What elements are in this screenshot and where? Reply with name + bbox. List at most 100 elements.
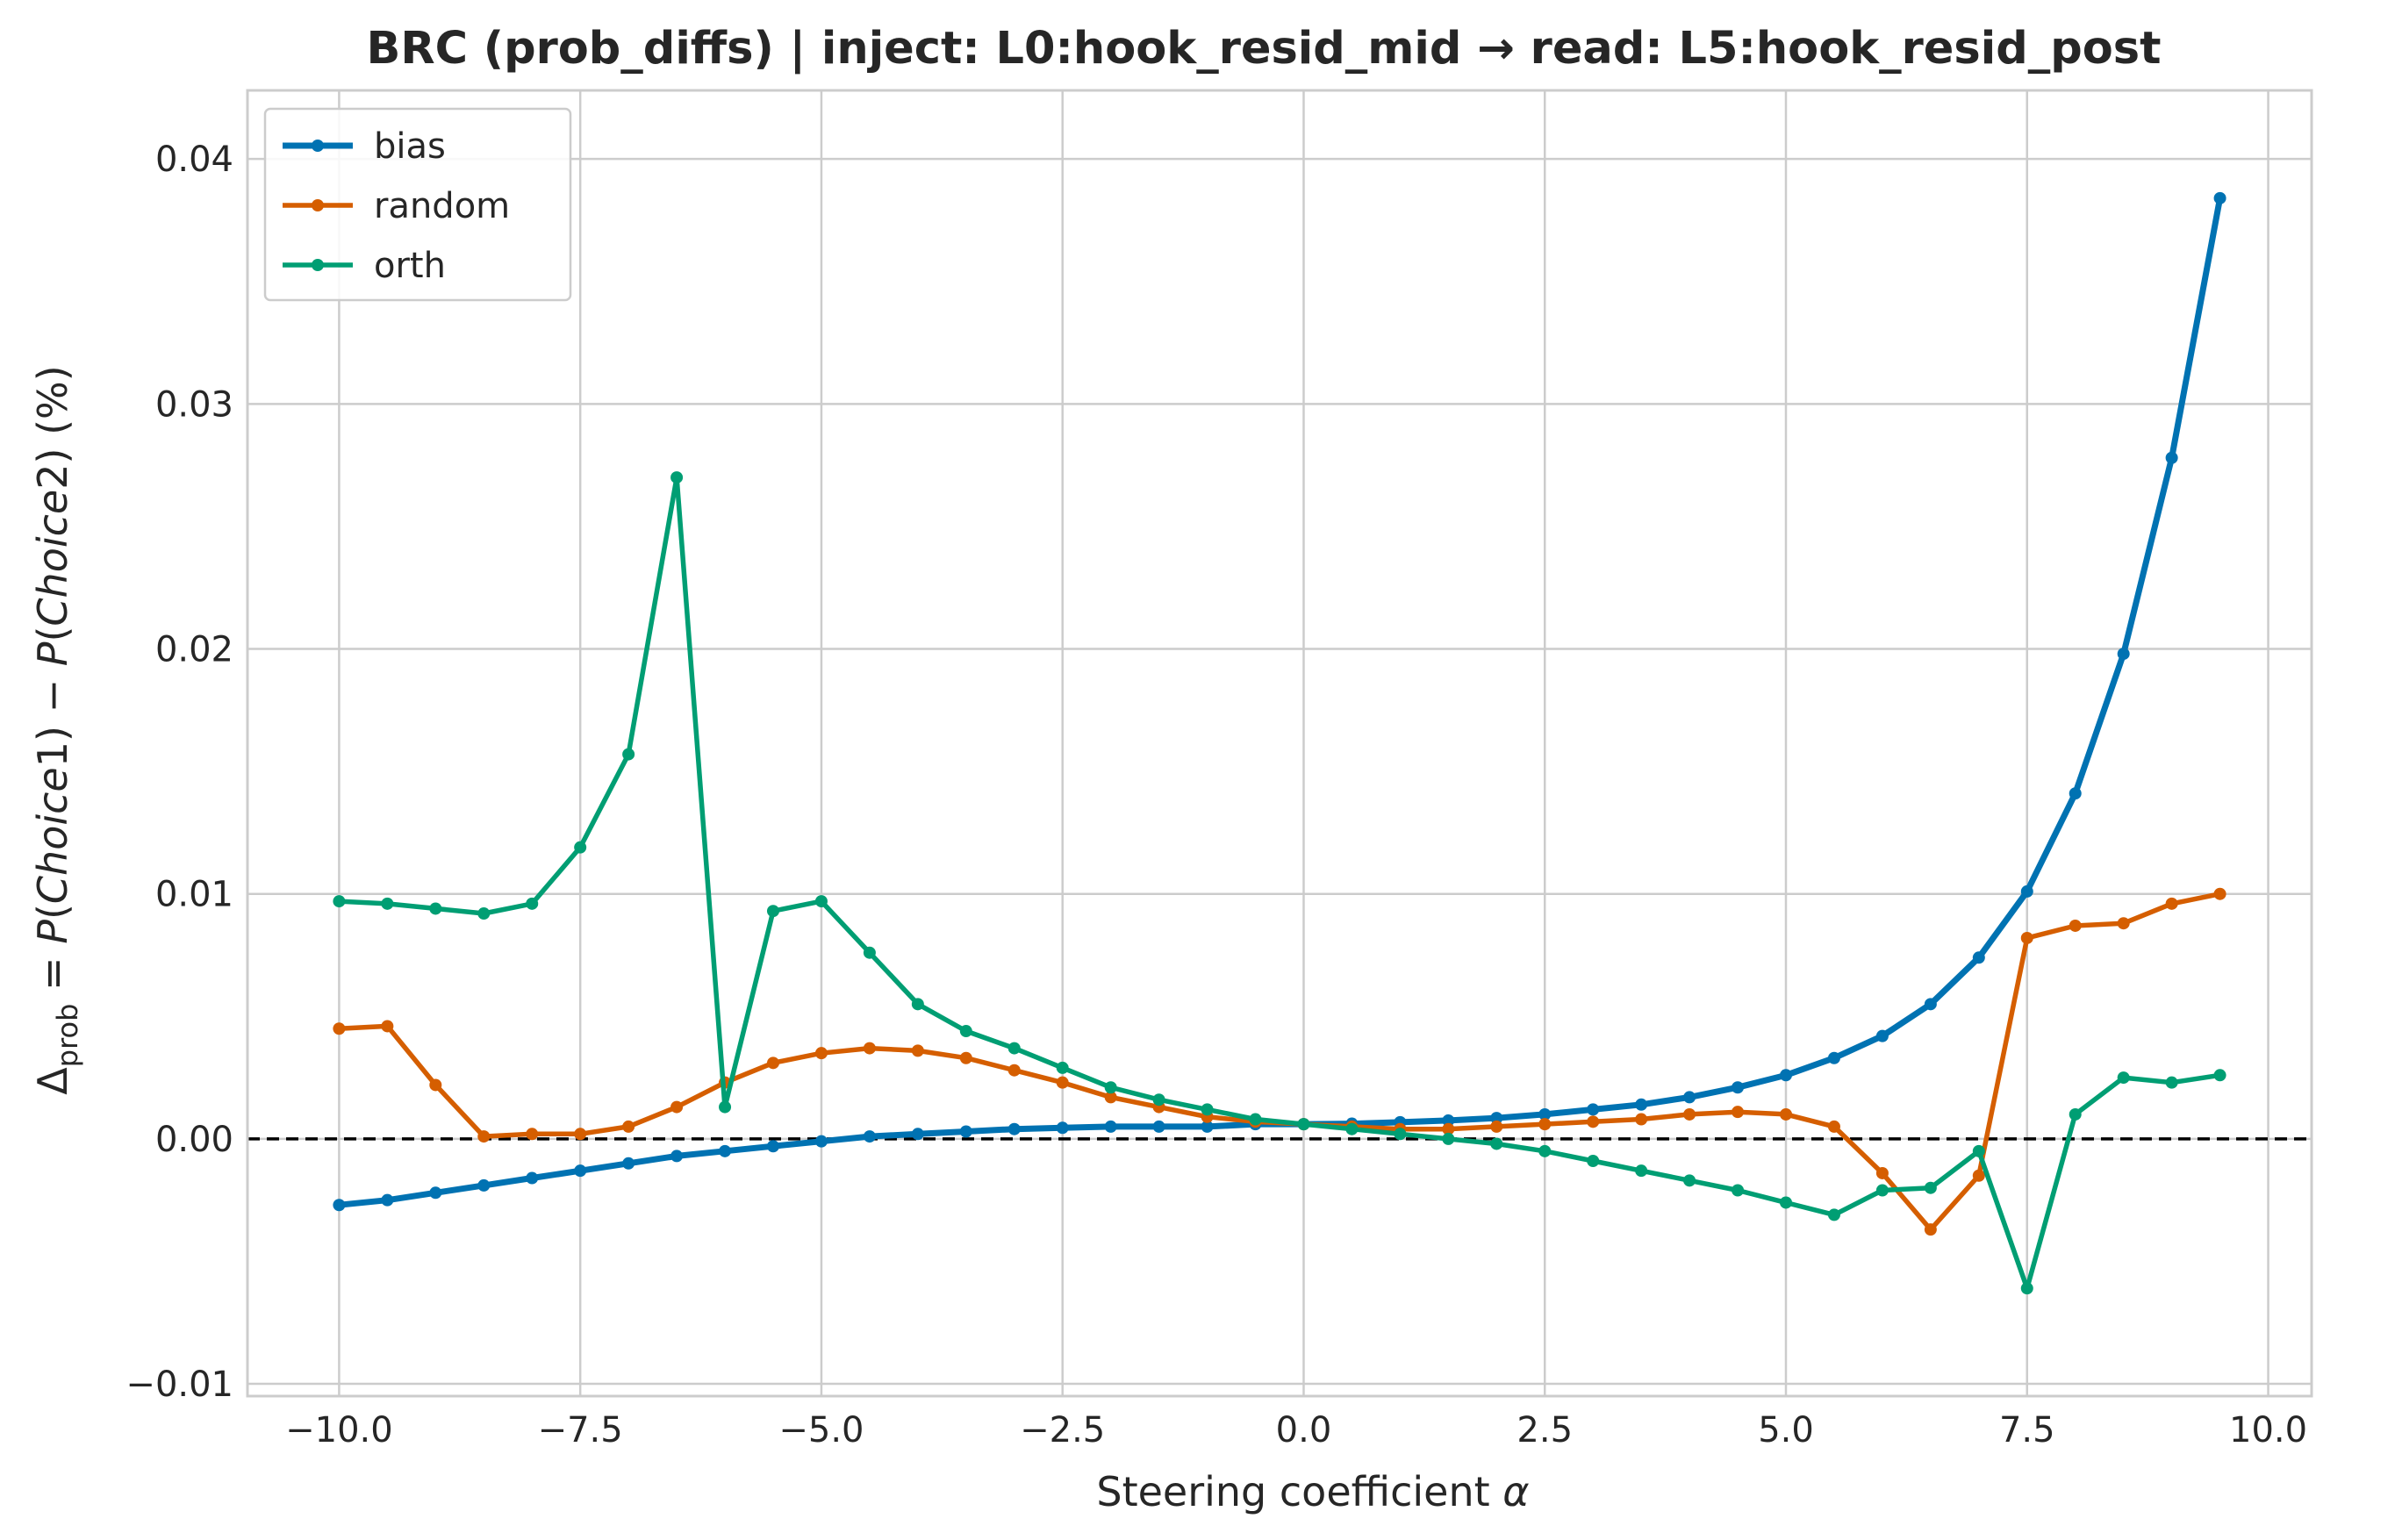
data-point-bias [1827, 1051, 1840, 1064]
data-point-bias [622, 1157, 635, 1170]
data-point-orth [333, 895, 346, 908]
legend-marker [312, 140, 324, 152]
series-line-random [336, 891, 2223, 1232]
data-point-orth [911, 998, 924, 1011]
data-point-random [1635, 1113, 1648, 1126]
data-point-bias [863, 1130, 876, 1143]
data-point-orth [2069, 1107, 2082, 1121]
data-point-random [1538, 1118, 1552, 1131]
data-point-random [1442, 1122, 1455, 1135]
data-point-orth [1780, 1196, 1793, 1209]
y-tick-label: 0.02 [155, 630, 233, 670]
data-point-random [333, 1022, 346, 1035]
data-point-bias [381, 1193, 394, 1207]
data-point-orth [863, 946, 876, 959]
x-tick-label: 7.5 [1999, 1410, 2055, 1450]
data-point-random [2020, 931, 2033, 944]
legend-item-random: random [283, 186, 510, 226]
series-orth [333, 471, 2226, 1295]
data-point-bias [719, 1144, 732, 1157]
series-bias [333, 191, 2226, 1212]
data-point-bias [959, 1125, 972, 1138]
data-point-orth [2213, 1069, 2226, 1082]
x-tick-label: 2.5 [1516, 1410, 1573, 1450]
series-line-bias [335, 195, 2224, 1208]
x-tick-label: −10.0 [285, 1410, 393, 1450]
data-point-random [1007, 1064, 1021, 1077]
data-point-bias [2069, 787, 2082, 800]
y-axis-ticks: −0.01 0.00 0.01 0.02 0.03 0.04 [125, 140, 233, 1405]
x-tick-label: −2.5 [1020, 1410, 1105, 1450]
data-point-orth [477, 907, 491, 920]
data-point-orth [1683, 1174, 1696, 1187]
y-tick-label: 0.04 [155, 140, 233, 180]
data-point-random [574, 1128, 587, 1141]
data-point-orth [1635, 1164, 1648, 1178]
legend-box [263, 107, 572, 302]
x-axis-label: Steering coefficient α [1096, 1468, 1529, 1515]
data-point-orth [1732, 1184, 1745, 1197]
data-point-orth [670, 471, 684, 484]
x-tick-label: 0.0 [1276, 1410, 1332, 1450]
y-axis-label: Δprob = P(Choice1) − P(Choice2) (%) [29, 365, 84, 1094]
data-point-orth [719, 1100, 732, 1114]
x-tick-label: −5.0 [778, 1410, 864, 1450]
data-point-bias [1732, 1081, 1745, 1094]
data-point-bias [333, 1199, 346, 1212]
legend-label: bias [374, 126, 446, 167]
data-point-orth [959, 1025, 972, 1038]
data-point-bias [1635, 1098, 1648, 1111]
legend-marker [312, 259, 324, 271]
legend-label: random [374, 186, 510, 226]
data-point-random [1587, 1115, 1600, 1128]
legend: bias random orth [263, 107, 572, 302]
data-point-bias [477, 1178, 491, 1192]
series-line-orth [336, 475, 2223, 1291]
data-point-orth [526, 897, 539, 910]
data-point-orth [381, 897, 394, 910]
data-point-random [526, 1128, 539, 1141]
data-point-bias [670, 1150, 684, 1163]
data-point-bias [574, 1164, 587, 1178]
data-point-orth [1442, 1132, 1455, 1145]
legend-item-bias: bias [283, 126, 446, 167]
data-point-bias [429, 1186, 442, 1200]
data-point-random [429, 1078, 442, 1092]
data-point-bias [1056, 1121, 1069, 1135]
data-point-orth [1345, 1122, 1359, 1135]
data-point-bias [1683, 1091, 1696, 1104]
data-point-bias [1972, 951, 1985, 964]
data-point-bias [2165, 451, 2178, 464]
data-point-random [959, 1051, 972, 1064]
y-tick-label: 0.03 [155, 384, 233, 425]
y-tick-label: −0.01 [125, 1365, 233, 1405]
data-point-random [381, 1020, 394, 1033]
chart-title: BRC (prob_diffs) | inject: L0:hook_resid… [366, 23, 2161, 75]
data-point-orth [622, 748, 635, 761]
data-point-bias [1201, 1120, 1214, 1133]
data-point-bias [2117, 648, 2130, 661]
data-point-orth [1827, 1208, 1840, 1221]
data-point-random [863, 1042, 876, 1055]
data-point-orth [1249, 1113, 1262, 1126]
data-point-bias [911, 1128, 924, 1141]
grid-lines [247, 90, 2312, 1396]
data-point-bias [1875, 1029, 1889, 1042]
data-point-orth [2020, 1282, 2033, 1295]
data-point-random [1732, 1106, 1745, 1119]
y-tick-label: 0.00 [155, 1120, 233, 1160]
x-tick-label: 10.0 [2229, 1410, 2307, 1450]
data-point-random [1104, 1091, 1117, 1104]
data-point-random [2117, 917, 2130, 930]
data-point-orth [814, 895, 828, 908]
data-point-bias [1587, 1103, 1600, 1116]
data-point-random [2213, 887, 2226, 900]
data-point-orth [1394, 1128, 1407, 1141]
data-point-random [1780, 1107, 1793, 1121]
data-point-bias [1538, 1107, 1552, 1121]
data-point-orth [1924, 1181, 1937, 1194]
data-point-orth [1972, 1144, 1985, 1157]
data-point-orth [574, 841, 587, 854]
data-point-bias [526, 1171, 539, 1185]
data-point-random [2069, 919, 2082, 932]
